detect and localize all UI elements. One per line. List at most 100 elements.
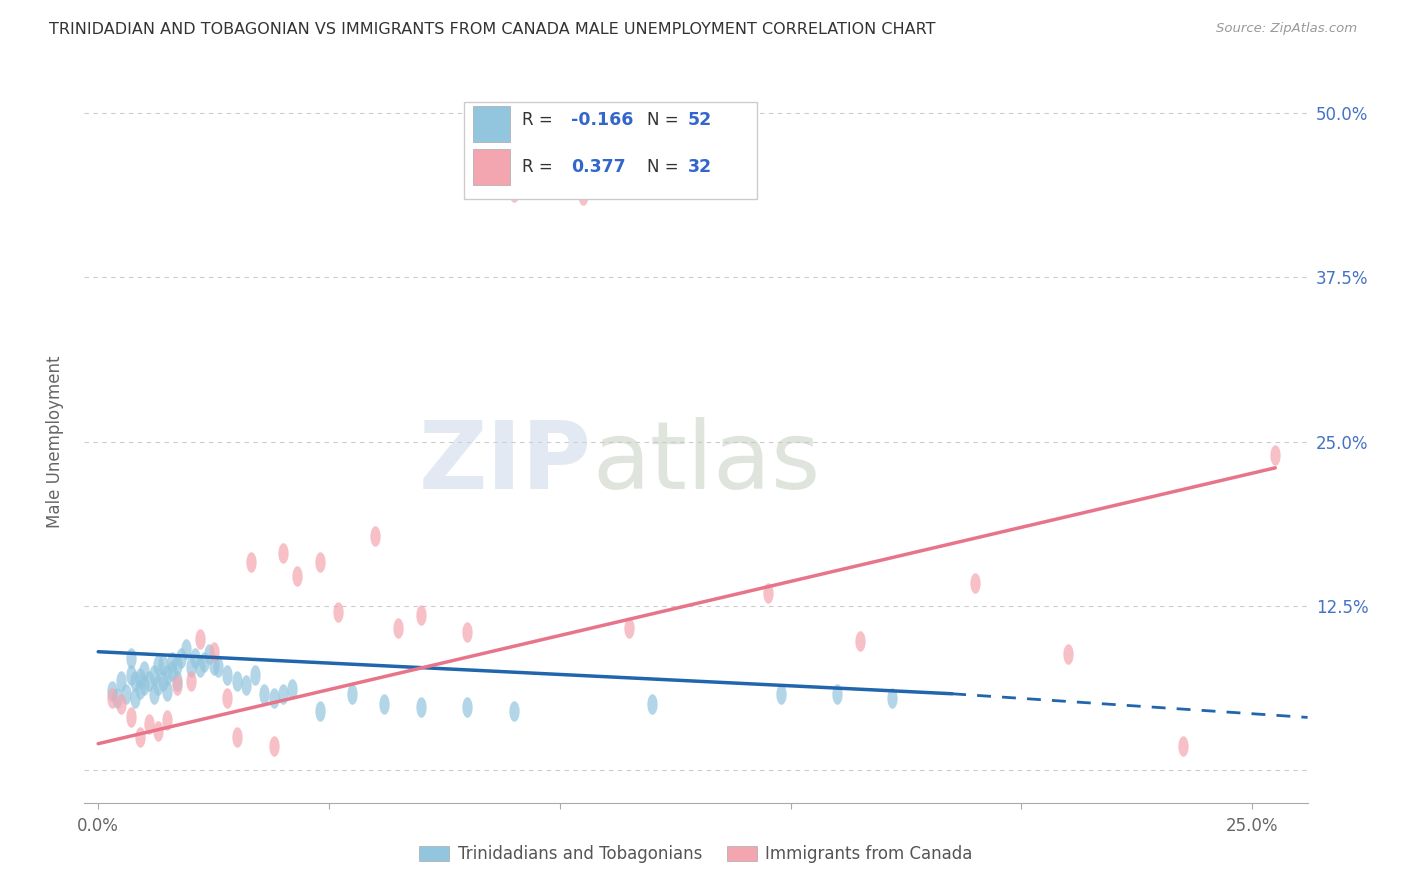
Point (364, 529, 387, 543)
Point (202, 645, 225, 659)
Text: 0.377: 0.377 (571, 158, 626, 176)
Point (271, 687, 294, 701)
Point (166, 677, 188, 691)
Point (207, 660, 229, 674)
Point (235, 677, 257, 691)
Point (138, 717, 160, 731)
Point (217, 690, 239, 705)
Point (101, 684, 124, 698)
Point (225, 673, 247, 688)
Point (184, 651, 207, 665)
Point (411, 699, 433, 714)
Text: ZIP: ZIP (419, 417, 592, 509)
Point (101, 690, 124, 705)
Point (456, 625, 478, 640)
Point (138, 673, 160, 688)
Point (387, 621, 409, 635)
Point (1056, 648, 1078, 662)
Point (124, 673, 146, 688)
Point (263, 690, 285, 705)
Point (166, 673, 188, 688)
Text: -0.166: -0.166 (571, 111, 634, 129)
Text: 32: 32 (688, 158, 711, 176)
Point (641, 698, 664, 712)
Point (128, 681, 150, 696)
Point (285, 568, 308, 582)
Point (110, 673, 132, 688)
Point (308, 555, 330, 569)
Point (243, 668, 266, 682)
Point (225, 730, 247, 744)
Point (142, 687, 165, 701)
Point (193, 655, 215, 669)
Point (166, 657, 188, 672)
Point (128, 671, 150, 685)
Point (239, 555, 262, 569)
Point (882, 690, 904, 705)
Text: TRINIDADIAN AND TOBAGONIAN VS IMMIGRANTS FROM CANADA MALE UNEMPLOYMENT CORRELATI: TRINIDADIAN AND TOBAGONIAN VS IMMIGRANTS… (49, 22, 936, 37)
Text: N =: N = (647, 111, 679, 129)
Text: R =: R = (522, 158, 558, 176)
Point (340, 687, 363, 701)
Point (128, 730, 150, 744)
Point (180, 660, 202, 674)
Point (825, 687, 848, 701)
Point (156, 684, 179, 698)
Point (1171, 739, 1194, 754)
Point (965, 576, 987, 591)
Point (134, 665, 156, 679)
Point (308, 704, 330, 718)
Point (756, 585, 779, 599)
Point (188, 632, 211, 646)
Point (180, 673, 202, 688)
Point (160, 655, 183, 669)
Text: N =: N = (647, 158, 679, 176)
Point (263, 739, 285, 754)
Legend: Trinidadians and Tobagonians, Immigrants from Canada: Trinidadians and Tobagonians, Immigrants… (419, 845, 973, 863)
Text: atlas: atlas (592, 417, 820, 509)
Point (373, 698, 395, 712)
Point (188, 660, 211, 674)
Point (120, 651, 142, 665)
Point (115, 687, 138, 701)
Point (148, 677, 170, 691)
Point (120, 710, 142, 724)
Point (120, 668, 142, 682)
Point (198, 648, 221, 662)
Point (1264, 448, 1286, 462)
Point (152, 673, 174, 688)
Point (411, 607, 433, 622)
Text: 52: 52 (688, 111, 711, 129)
Point (152, 657, 174, 672)
Point (142, 668, 165, 682)
Point (217, 668, 239, 682)
Point (572, 187, 595, 202)
Bar (474, 149, 510, 185)
Point (202, 657, 225, 672)
Point (148, 723, 170, 738)
Bar (474, 105, 510, 142)
Point (156, 668, 179, 682)
Point (124, 690, 146, 705)
Point (281, 681, 304, 696)
Point (148, 657, 170, 672)
Point (156, 713, 179, 727)
FancyBboxPatch shape (464, 102, 758, 200)
Point (253, 687, 276, 701)
Point (105, 690, 128, 705)
Point (134, 677, 156, 691)
Point (502, 185, 524, 199)
Text: Source: ZipAtlas.com: Source: ZipAtlas.com (1216, 22, 1357, 36)
Point (271, 546, 294, 560)
Point (170, 651, 193, 665)
Point (328, 605, 350, 619)
Point (849, 634, 872, 648)
Point (160, 665, 183, 679)
Point (456, 699, 478, 714)
Point (502, 704, 524, 718)
Y-axis label: Male Unemployment: Male Unemployment (45, 355, 63, 528)
Point (110, 698, 132, 712)
Point (617, 621, 640, 635)
Point (770, 687, 793, 701)
Text: R =: R = (522, 111, 558, 129)
